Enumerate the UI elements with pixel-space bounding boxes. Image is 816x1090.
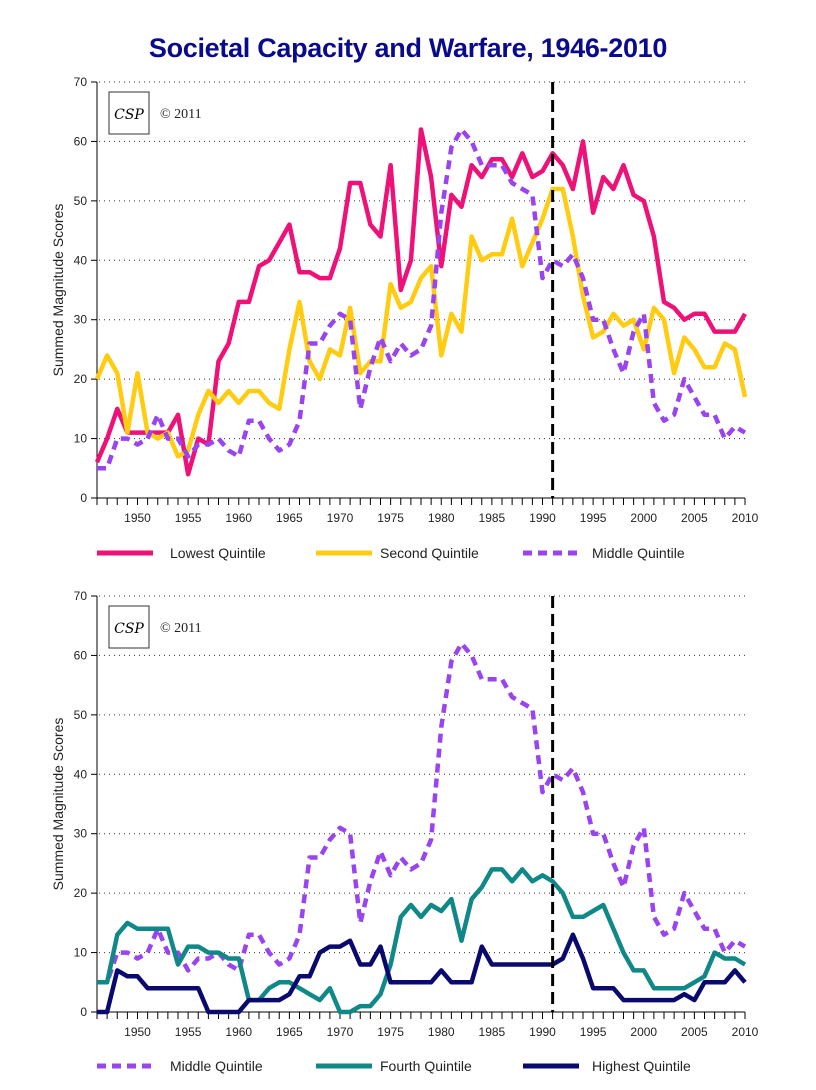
y-tick-label: 60 (74, 134, 88, 148)
y-tick-label: 20 (74, 886, 88, 900)
x-tick-label: 1960 (225, 1025, 252, 1039)
x-tick-label: 1975 (377, 511, 404, 525)
x-tick-label: 1970 (327, 1025, 354, 1039)
y-tick-label: 10 (74, 432, 88, 446)
y-tick-label: 0 (80, 491, 87, 505)
csp-logo: CSP (114, 107, 144, 123)
x-tick-label: 2000 (630, 1025, 657, 1039)
copyright-text: © 2011 (160, 621, 202, 636)
copyright-text: © 2011 (160, 107, 202, 122)
x-tick-label: 1985 (479, 511, 506, 525)
y-tick-label: 30 (74, 313, 88, 327)
x-tick-label: 1975 (377, 1025, 404, 1039)
x-tick-label: 1965 (276, 511, 303, 525)
series-line-lowest-quintile (94, 127, 747, 477)
x-tick-label: 1950 (124, 1025, 151, 1039)
x-tick-label: 1955 (175, 1025, 202, 1039)
legend-label: Highest Quintile (592, 1058, 691, 1074)
x-tick-label: 1990 (529, 1025, 556, 1039)
x-tick-label: 1955 (175, 511, 202, 525)
y-tick-label: 0 (80, 1005, 87, 1019)
series-line-middle-quintile (97, 641, 747, 985)
y-tick-label: 20 (74, 372, 88, 386)
series-line-highest-quintile (97, 932, 747, 1015)
x-tick-label: 1970 (327, 511, 354, 525)
y-tick-label: 40 (74, 767, 88, 781)
x-tick-label: 2010 (732, 1025, 759, 1039)
y-axis-title: Summed Magnitude Scores (50, 204, 66, 377)
top-chart-panel: 0 10 20 30 40 50 60 70 1950 1955 1960 1965 1970 1975 1… (50, 75, 759, 561)
legend-label: Middle Quintile (170, 1058, 263, 1074)
legend-label: Lowest Quintile (170, 545, 266, 561)
legend-label: Second Quintile (380, 545, 479, 561)
x-tick-label: 2000 (630, 511, 657, 525)
x-tick-label: 1965 (276, 1025, 303, 1039)
y-tick-label: 10 (74, 946, 88, 960)
y-tick-label: 70 (74, 589, 88, 603)
y-tick-label: 40 (74, 253, 88, 267)
csp-logo: CSP (114, 621, 144, 637)
legend-label: Middle Quintile (592, 545, 685, 561)
y-axis-title: Summed Magnitude Scores (50, 718, 66, 891)
x-tick-label: 1980 (428, 1025, 455, 1039)
x-tick-label: 1990 (529, 511, 556, 525)
series-line-second-quintile (94, 186, 748, 459)
bottom-chart-panel: 0 10 20 30 40 50 60 70 1950 1955 1960 1965 1970 1975 1… (50, 589, 759, 1074)
y-tick-label: 50 (74, 708, 88, 722)
y-tick-label: 30 (74, 827, 88, 841)
series-line-middle-quintile (97, 127, 747, 471)
x-tick-label: 1960 (225, 511, 252, 525)
x-tick-label: 2005 (681, 1025, 708, 1039)
y-tick-label: 50 (74, 194, 88, 208)
y-tick-label: 70 (74, 75, 88, 89)
x-tick-label: 1980 (428, 511, 455, 525)
x-tick-label: 1985 (479, 1025, 506, 1039)
x-tick-label: 1995 (580, 1025, 607, 1039)
legend-label: Fourth Quintile (380, 1058, 472, 1074)
series-line-fourth-quintile (97, 867, 747, 1015)
x-tick-label: 2010 (732, 511, 759, 525)
x-tick-label: 1950 (124, 511, 151, 525)
y-tick-label: 60 (74, 648, 88, 662)
x-tick-label: 2005 (681, 511, 708, 525)
csp-logo-box (108, 605, 150, 649)
x-tick-label: 1995 (580, 511, 607, 525)
chart-title: Societal Capacity and Warfare, 1946-2010 (148, 33, 668, 63)
csp-logo-box (108, 91, 150, 135)
